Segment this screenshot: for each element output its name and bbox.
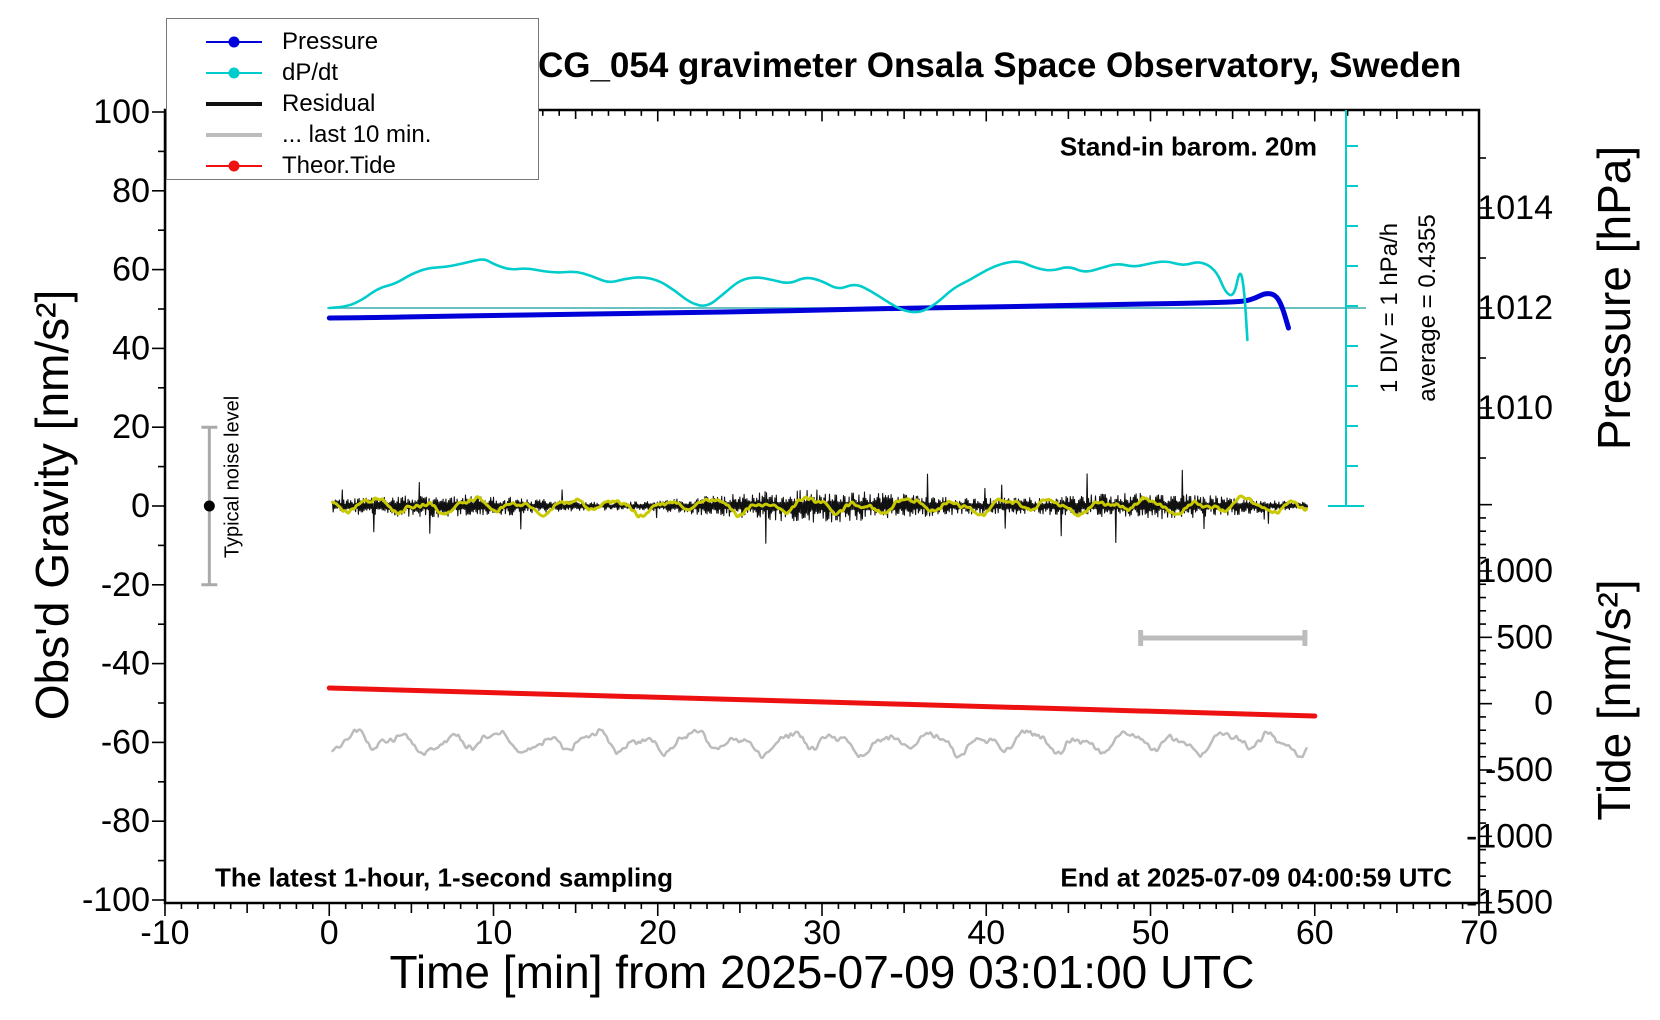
svg-text:50: 50 — [1132, 914, 1170, 952]
annotation-sampling: The latest 1-hour, 1-second sampling — [215, 862, 673, 893]
svg-text:80: 80 — [112, 172, 150, 210]
legend: Pressure dP/dt Residual ... last 10 min.… — [166, 18, 539, 180]
last10-extent-bar — [1138, 629, 1308, 646]
svg-text:-10: -10 — [140, 914, 189, 952]
legend-label: ... last 10 min. — [282, 121, 432, 148]
annotation-div-scale: 1 DIV = 1 hPa/h — [1376, 222, 1403, 394]
svg-text:20: 20 — [639, 914, 677, 952]
y-axis-title-gravity: Obs'd Gravity [nm/s²] — [26, 289, 78, 721]
legend-item-last10: ... last 10 min. — [167, 120, 538, 150]
svg-text:-60: -60 — [101, 723, 150, 761]
legend-item-dpdt: dP/dt — [167, 58, 538, 88]
annotation-barometer: Stand-in barom. 20m — [1059, 131, 1317, 162]
svg-text:-80: -80 — [101, 802, 150, 840]
svg-text:-1500: -1500 — [1466, 884, 1553, 922]
tide-line-icon — [206, 160, 262, 172]
svg-text:10: 10 — [475, 914, 513, 952]
svg-text:100: 100 — [93, 93, 150, 131]
svg-text:70: 70 — [1460, 914, 1498, 952]
legend-label: Residual — [282, 90, 376, 117]
svg-text:60: 60 — [112, 251, 150, 289]
svg-text:1010: 1010 — [1477, 389, 1553, 427]
svg-text:1012: 1012 — [1477, 289, 1553, 327]
residual-line-icon — [206, 102, 262, 106]
svg-text:-1000: -1000 — [1466, 817, 1553, 855]
axes-frame: -10 0 10 20 30 40 50 60 70100806040200-20-40-60-… — [82, 93, 1553, 952]
last10-line-icon — [206, 133, 262, 137]
svg-text:500: 500 — [1496, 618, 1553, 656]
x-axis-title: Time [min] from 2025-07-09 03:01:00 UTC — [389, 946, 1255, 998]
typical-noise-bar — [201, 425, 218, 587]
svg-text:40: 40 — [967, 914, 1005, 952]
annotation-noise-level: Typical noise level — [221, 395, 244, 559]
y-axis-title-tide: Tide [nm/s²] — [1588, 579, 1640, 821]
traces — [326, 258, 1366, 760]
svg-text:1000: 1000 — [1477, 552, 1553, 590]
svg-text:0: 0 — [1534, 685, 1553, 723]
svg-text:20: 20 — [112, 408, 150, 446]
legend-item-theor-tide: Theor.Tide — [167, 151, 538, 181]
svg-text:0: 0 — [320, 914, 339, 952]
annotation-average: average = 0.4355 — [1414, 214, 1441, 402]
svg-text:40: 40 — [112, 329, 150, 367]
svg-text:0: 0 — [131, 487, 150, 525]
svg-text:1014: 1014 — [1477, 189, 1553, 227]
legend-label: Theor.Tide — [282, 152, 396, 179]
svg-text:-500: -500 — [1485, 751, 1553, 789]
y-axis-title-pressure: Pressure [hPa] — [1588, 145, 1640, 451]
dpdt-scale-bar — [1328, 110, 1364, 507]
svg-text:60: 60 — [1296, 914, 1334, 952]
svg-text:-40: -40 — [101, 645, 150, 683]
pressure-line-icon — [206, 36, 262, 48]
legend-label: dP/dt — [282, 59, 339, 86]
dpdt-line-icon — [206, 67, 262, 79]
legend-item-residual: Residual — [167, 89, 538, 119]
legend-item-pressure: Pressure — [167, 27, 538, 57]
legend-label: Pressure — [282, 28, 379, 55]
svg-text:30: 30 — [803, 914, 841, 952]
chart-title: SCG_054 gravimeter Onsala Space Observat… — [514, 46, 1462, 85]
svg-text:-20: -20 — [101, 566, 150, 604]
annotation-end-time: End at 2025-07-09 04:00:59 UTC — [1060, 862, 1452, 893]
svg-text:-100: -100 — [82, 881, 150, 919]
